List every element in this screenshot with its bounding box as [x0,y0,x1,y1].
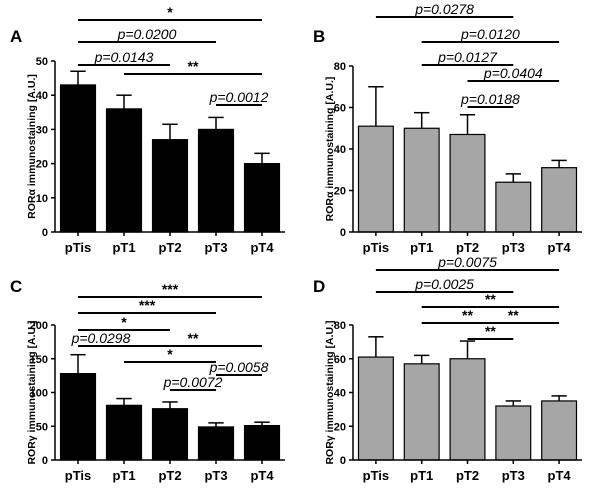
significance-label: * [167,4,173,20]
significance-label: p=0.0298 [71,330,131,346]
y-tick-label: 0 [340,227,346,239]
significance-label: ** [485,291,496,307]
significance-label: * [121,314,127,330]
bar-pT1 [105,108,143,233]
x-tick-label: pT2 [456,468,479,483]
x-tick-label: pT2 [456,240,479,255]
significance-label: *** [139,297,156,313]
bar-pT4 [541,167,578,233]
y-tick-label: 50 [36,56,48,68]
bar-pTis [59,373,97,461]
panel-letter: A [10,27,22,46]
bar-pT2 [449,358,486,461]
significance-label: p=0.0025 [414,276,474,292]
significance-label: *** [162,281,179,297]
bar-pTis [59,84,97,233]
bar-pT4 [243,424,281,461]
x-tick-label: pT4 [548,468,572,483]
significance-label: p=0.0188 [460,91,520,107]
panel-A: A RORα immunostaining [A.U.] 0 10 20 30 40 50 pT… [10,4,285,255]
bar-pTis [357,356,394,461]
significance-label: * [167,346,173,362]
bar-pT3 [495,405,532,461]
y-tick-label: 30 [36,124,48,136]
y-tick-label: 0 [42,227,48,239]
bar-pT2 [151,408,189,461]
significance-label: ** [485,323,496,339]
x-tick-label: pTis [65,240,92,255]
x-tick-label: pTis [363,468,390,483]
bar-pT2 [151,139,189,233]
y-axis-label: RORγ immunostaining [A.U.] [324,320,336,464]
y-tick-label: 10 [36,193,48,205]
panel-B: B RORα immunostaining [A.U.] 0 20 40 60 80 pTis… [313,1,582,255]
panel-D: D RORγ immunostaining [A.U.] 0 20 40 60 80 pTis… [313,254,582,483]
x-tick-label: pT1 [112,468,135,483]
y-tick-label: 100 [30,388,48,400]
y-tick-label: 60 [334,103,346,115]
bar-pT4 [243,163,281,233]
significance-label: p=0.0075 [437,254,497,270]
panel-letter: D [313,277,325,296]
y-tick-label: 40 [334,388,346,400]
y-tick-label: 80 [334,61,346,73]
significance-label: p=0.0143 [94,49,154,65]
y-axis-label: RORα immunostaining [A.U.] [26,74,38,219]
significance-label: p=0.0120 [460,26,520,42]
x-tick-label: pT3 [502,240,525,255]
significance-label: ** [462,307,473,323]
bar-pT1 [105,404,143,461]
x-tick-label: pT2 [158,468,181,483]
significance-label: ** [188,58,199,74]
x-tick-label: pT4 [548,240,572,255]
y-axis-label: RORγ immunostaining [A.U.] [26,320,38,464]
x-tick-label: pT4 [250,240,274,255]
panel-letter: C [10,277,22,296]
x-tick-label: pT3 [502,468,525,483]
bar-pTis [357,125,394,233]
significance-label: p=0.0127 [437,49,498,65]
significance-label: p=0.0058 [209,359,269,375]
x-tick-label: pT2 [158,240,181,255]
bar-pT4 [541,400,578,461]
bar-pT1 [403,127,440,233]
significance-label: p=0.0072 [163,374,223,390]
y-tick-label: 40 [334,144,346,156]
bar-pT3 [197,128,235,233]
bar-pT3 [495,181,532,233]
y-tick-label: 50 [36,421,48,433]
significance-label: p=0.0278 [414,1,474,17]
panel-letter: B [313,27,325,46]
x-tick-label: pTis [363,240,390,255]
y-axis-label: RORα immunostaining [A.U.] [324,77,336,222]
x-tick-label: pT1 [410,468,433,483]
y-tick-label: 20 [334,186,346,198]
y-tick-label: 0 [42,455,48,467]
x-tick-label: pT4 [250,468,274,483]
y-tick-label: 0 [340,455,346,467]
x-tick-label: pT3 [204,240,227,255]
bar-pT2 [449,133,486,233]
y-tick-label: 80 [334,320,346,332]
panel-C: C RORγ immunostaining [A.U.] 0 50 100 150 200 p… [10,277,285,483]
significance-label: p=0.0404 [483,65,543,81]
y-tick-label: 150 [30,354,48,366]
significance-label: p=0.0200 [117,26,177,42]
y-tick-label: 20 [36,159,48,171]
x-tick-label: pT3 [204,468,227,483]
x-tick-label: pT1 [112,240,135,255]
significance-label: ** [188,330,199,346]
y-tick-label: 20 [334,421,346,433]
y-tick-label: 200 [30,320,48,332]
significance-label: ** [508,307,519,323]
bar-pT3 [197,426,235,461]
x-tick-label: pT1 [410,240,433,255]
bar-pT1 [403,363,440,461]
y-tick-label: 40 [36,90,48,102]
significance-label: p=0.0012 [209,89,269,105]
x-tick-label: pTis [65,468,92,483]
y-tick-label: 60 [334,354,346,366]
